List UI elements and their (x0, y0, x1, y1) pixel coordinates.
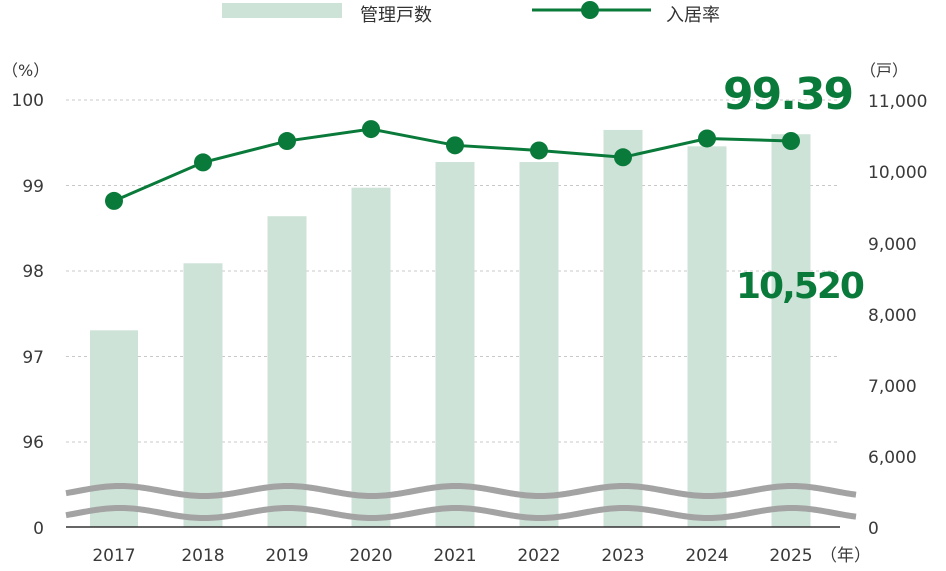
occupancy-point-2019 (278, 132, 296, 151)
right-tick: 7,000 (868, 377, 917, 397)
left-tick: 100 (12, 91, 44, 111)
left-tick: 99 (22, 177, 44, 197)
left-tick: 0 (33, 519, 44, 539)
x-tick: 2022 (517, 546, 560, 566)
left-tick: 98 (22, 262, 44, 282)
right-tick: 6,000 (868, 448, 917, 468)
occupancy-point-2024 (698, 129, 716, 148)
occupancy-point-2018 (194, 153, 212, 172)
x-axis: 2017 2018 2019 2020 2021 2022 2023 2024 2025 (92, 546, 812, 566)
axis-break (65, 482, 857, 522)
right-tick: 11,000 (868, 92, 927, 112)
right-tick: 10,000 (868, 163, 927, 183)
bar-2024 (687, 146, 727, 527)
axis-break-wave (65, 504, 857, 522)
legend-bar-swatch (222, 3, 342, 18)
x-tick: 2017 (92, 546, 135, 566)
bar-2019 (267, 216, 307, 527)
left-axis: 100 99 98 97 96 0 (12, 91, 44, 539)
occupancy-callout: 99.39 (723, 69, 852, 120)
right-tick: 0 (868, 519, 879, 539)
bar-2017 (90, 330, 138, 527)
x-tick: 2023 (601, 546, 644, 566)
occupancy-point-2021 (446, 136, 464, 155)
right-axis-unit: （戸） (860, 61, 908, 80)
bar-2021 (435, 162, 475, 527)
legend-line-label: 入居率 (666, 5, 720, 26)
right-tick: 9,000 (868, 235, 917, 255)
right-tick: 8,000 (868, 306, 917, 326)
bar-2018 (183, 263, 223, 527)
bar-2020 (351, 187, 391, 527)
left-tick: 96 (22, 433, 44, 453)
bar-series (90, 129, 811, 528)
x-tick: 2021 (433, 546, 476, 566)
x-tick: 2024 (685, 546, 728, 566)
x-tick: 2020 (349, 546, 392, 566)
occupancy-point-2020 (362, 120, 380, 139)
legend-bar-label: 管理戸数 (360, 5, 432, 26)
left-axis-unit: （%） (2, 61, 49, 80)
occupancy-point-2023 (614, 148, 632, 167)
occupancy-point-2022 (530, 141, 548, 160)
left-tick: 97 (22, 348, 44, 368)
axis-break-wave (65, 482, 857, 500)
right-axis: 11,000 10,000 9,000 8,000 7,000 6,000 0 (868, 92, 927, 539)
x-tick: 2025 (769, 546, 812, 566)
occupancy-point-2017 (105, 191, 123, 210)
line-series (105, 120, 800, 210)
legend: 管理戸数 入居率 (222, 1, 720, 26)
x-tick: 2019 (265, 546, 308, 566)
bar-2025 (771, 134, 811, 527)
x-tick: 2018 (181, 546, 224, 566)
bar-2023 (603, 129, 643, 528)
units-callout: 10,520 (736, 266, 864, 307)
x-axis-unit: （年） (820, 546, 871, 566)
legend-line-marker (581, 1, 599, 19)
bar-2022 (519, 162, 559, 527)
occupancy-point-2025 (782, 132, 800, 150)
